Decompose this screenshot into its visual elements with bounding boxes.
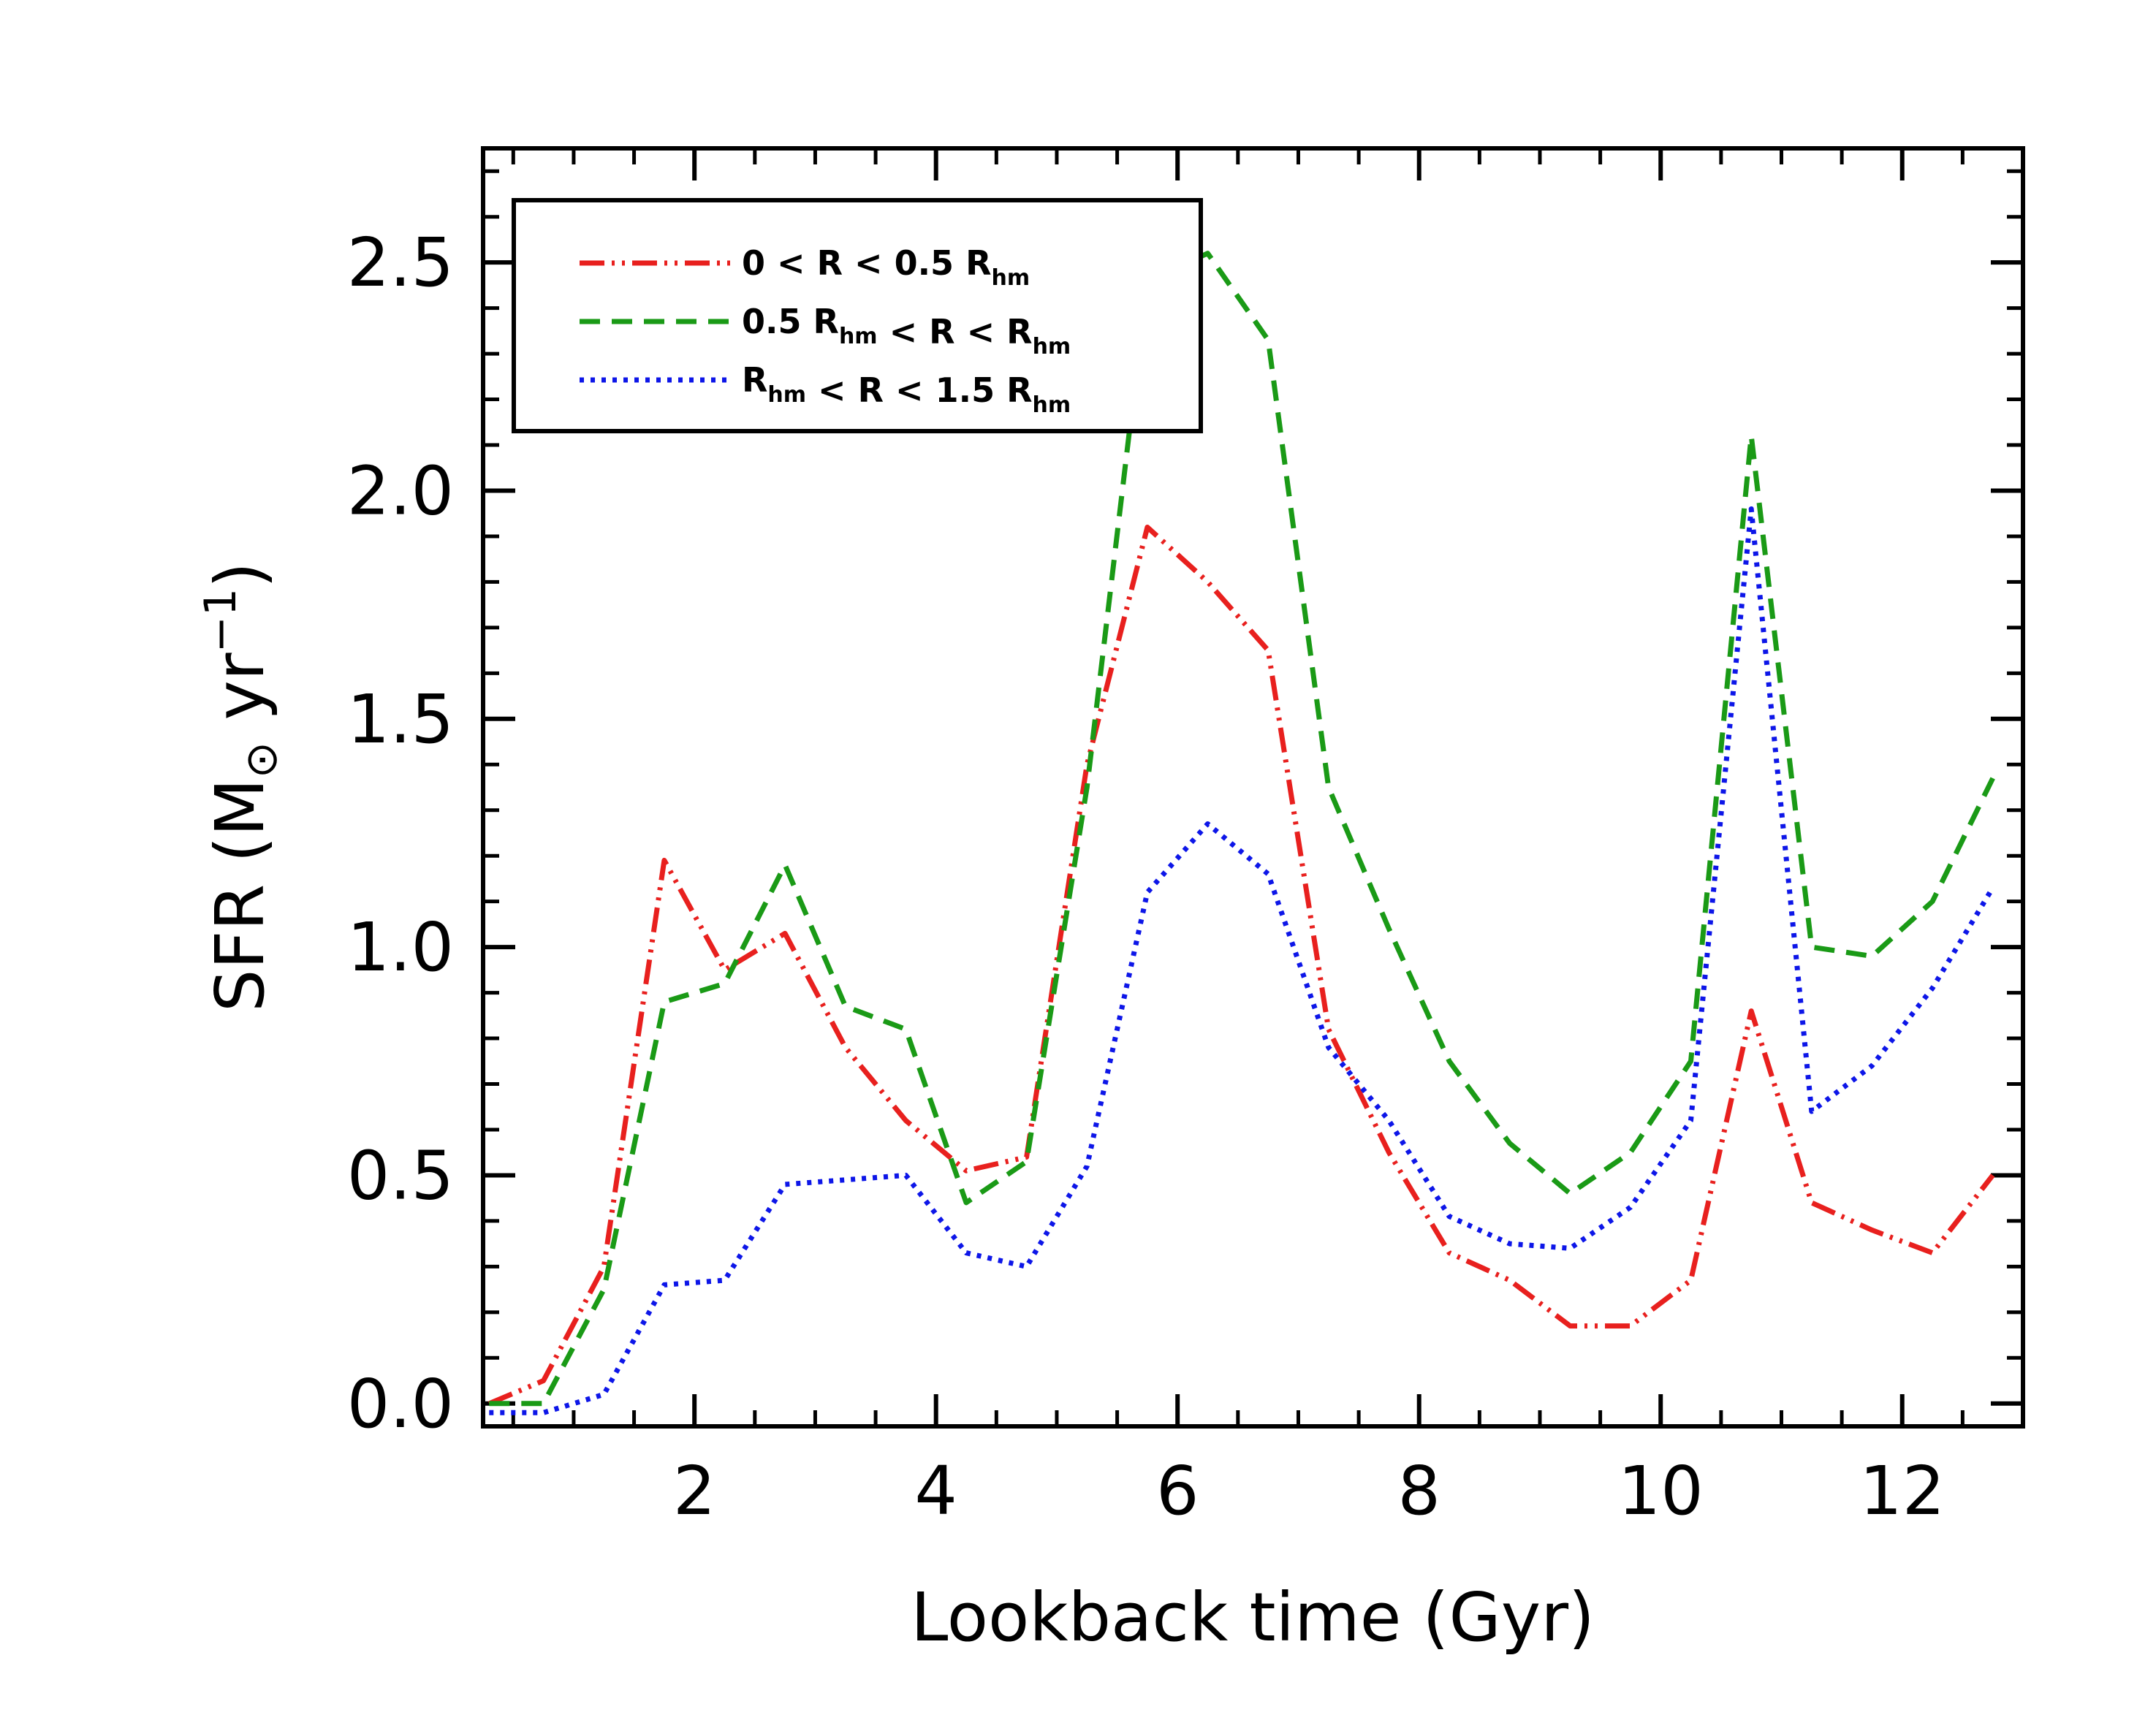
y-axis-title: SFR (M⊙ yr−1) [195,562,287,1012]
sun-symbol: ⊙ [236,742,287,778]
series-line-3 [489,506,1995,1415]
legend-box [512,198,1203,433]
legend-label-2: 0.5 Rhm < R < Rhm [742,302,1071,360]
y-tick-label: 2.0 [347,452,454,530]
x-tick-label: 2 [673,1452,716,1530]
x-tick-label: 8 [1397,1452,1441,1530]
y-tick-label: 0.5 [347,1136,454,1214]
x-tick-label: 6 [1156,1452,1199,1530]
x-tick-label: 10 [1618,1452,1704,1530]
x-axis-title: Lookback time (Gyr) [911,1578,1595,1657]
y-tick-label: 2.5 [347,224,454,302]
legend-label-1: 0 < R < 0.5 Rhm [742,243,1030,291]
tick-labels: 2 4 6 8 10 12 0.0 0.5 1.0 1.5 2.0 2.5 [347,224,1946,1530]
series-layer [487,251,1995,1415]
series-line-2 [489,251,1995,1407]
x-tick-label: 12 [1859,1452,1945,1530]
y-tick-label: 1.5 [347,680,454,758]
x-tick-label: 4 [914,1452,957,1530]
series-line-1 [487,525,1995,1407]
y-tick-label: 1.0 [347,908,454,986]
y-tick-label: 0.0 [347,1365,454,1443]
plot-frame [481,146,2025,1429]
major-ticks [483,148,2023,1426]
legend-label-3: Rhm < R < 1.5 Rhm [742,360,1071,418]
